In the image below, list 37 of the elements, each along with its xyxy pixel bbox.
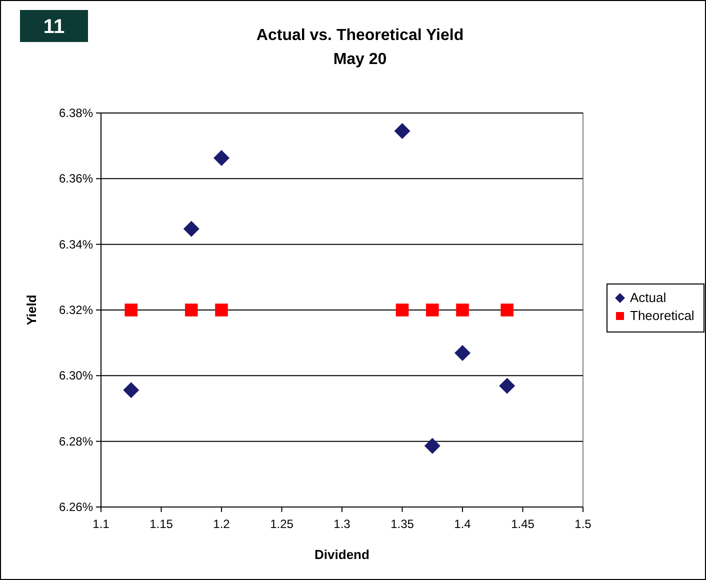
- chart-title: Actual vs. Theoretical Yield: [256, 27, 464, 44]
- point: [454, 345, 470, 362]
- x-tick-label: 1.2: [213, 517, 230, 531]
- y-tick-label: 6.38%: [58, 106, 94, 120]
- x-axis-title: Dividend: [314, 547, 370, 562]
- y-tick-label: 6.26%: [58, 500, 94, 514]
- chart-subtitle: May 20: [333, 51, 387, 68]
- x-tick-label: 1.35: [390, 517, 414, 531]
- point: [123, 382, 140, 398]
- y-tick-label: 6.30%: [58, 368, 94, 383]
- x-tick-label: 1.1: [92, 517, 110, 531]
- y-axis-title: Yield: [24, 294, 39, 326]
- y-tick-label: 6.32%: [58, 303, 94, 317]
- legend-label: Actual: [630, 290, 666, 305]
- point: [500, 304, 514, 316]
- legend-label: Theoretical: [630, 308, 694, 323]
- y-tick-label: 6.34%: [58, 237, 94, 252]
- point: [424, 438, 440, 454]
- point: [215, 304, 228, 316]
- point: [456, 304, 469, 316]
- point: [184, 304, 198, 316]
- point: [499, 378, 516, 394]
- point: [183, 220, 200, 237]
- point: [396, 304, 409, 316]
- x-tick-label: 1.15: [150, 517, 174, 531]
- x-tick-label: 1.4: [454, 517, 472, 531]
- x-tick-label: 1.45: [511, 517, 535, 531]
- point: [426, 304, 439, 316]
- text: 11: [43, 16, 65, 38]
- point: [394, 123, 410, 140]
- y-tick-label: 6.36%: [58, 172, 94, 186]
- x-tick-label: 1.25: [270, 517, 294, 531]
- x-tick-label: 1.5: [574, 517, 592, 531]
- point: [214, 150, 230, 166]
- point: [124, 304, 138, 316]
- x-tick-label: 1.3: [334, 517, 351, 531]
- y-tick-label: 6.28%: [58, 434, 94, 448]
